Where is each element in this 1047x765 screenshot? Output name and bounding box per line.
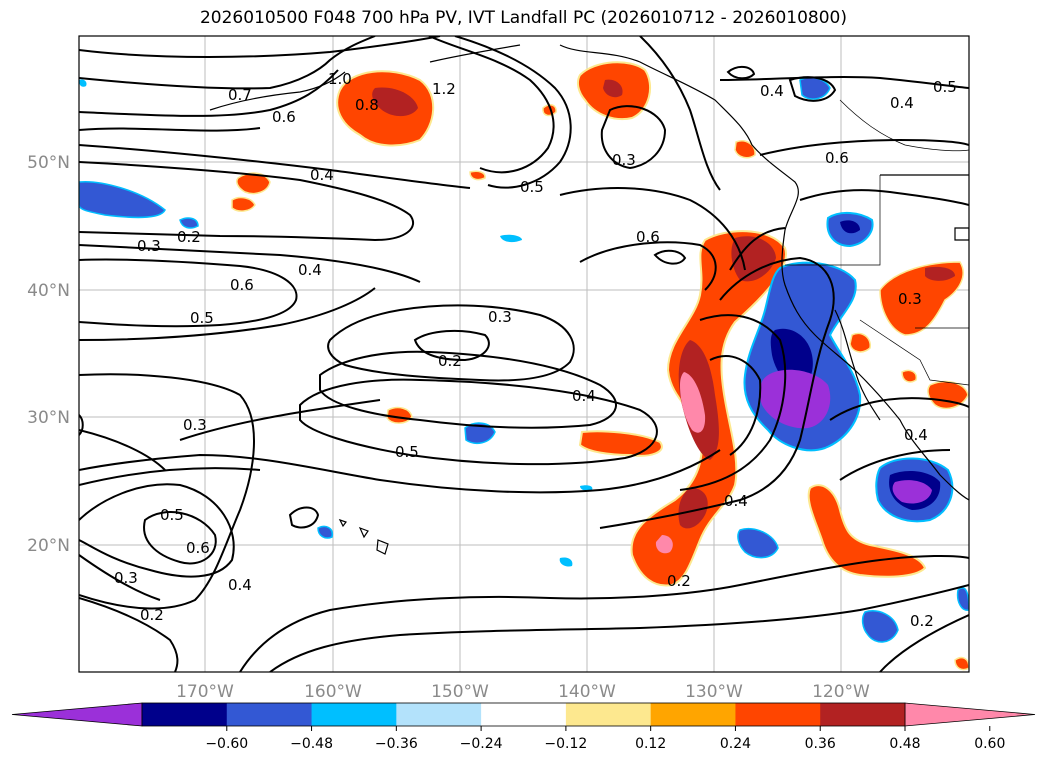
colorbar-tick-label: −0.60 bbox=[205, 736, 248, 752]
contour-label: 0.6 bbox=[186, 539, 210, 557]
colorbar-tick-label: −0.48 bbox=[290, 736, 333, 752]
lon-label-120w: 120°W bbox=[812, 682, 870, 702]
contour-label: 0.5 bbox=[520, 178, 544, 196]
contour-label: 0.5 bbox=[933, 78, 957, 96]
contour-label: 0.6 bbox=[230, 276, 254, 294]
contour-label: 0.4 bbox=[904, 426, 928, 444]
contour-label: 0.2 bbox=[438, 352, 462, 370]
colorbar-bin bbox=[142, 703, 228, 726]
contour-label: 0.2 bbox=[177, 228, 201, 246]
contour-label: 0.6 bbox=[636, 228, 660, 246]
colorbar-tick-label: −0.24 bbox=[460, 736, 503, 752]
lon-label-140w: 140°W bbox=[558, 682, 616, 702]
colorbar-bin bbox=[820, 703, 906, 726]
map-title: 2026010500 F048 700 hPa PV, IVT Landfall… bbox=[199, 8, 847, 28]
contour-label: 1.0 bbox=[328, 70, 352, 88]
pv-contours bbox=[79, 36, 969, 672]
contour-label: 0.4 bbox=[298, 261, 322, 279]
lon-label-150w: 150°W bbox=[431, 682, 489, 702]
colorbar-tick-label: 0.48 bbox=[889, 736, 920, 752]
colorbar-extend-min bbox=[11, 702, 143, 727]
colorbar-tick-label: 0.24 bbox=[720, 736, 751, 752]
colorbar-bin bbox=[481, 703, 567, 726]
longitude-labels: 170°W 160°W 150°W 140°W 130°W 120°W bbox=[176, 682, 870, 702]
positive-shading bbox=[231, 61, 969, 671]
colorbar-outline bbox=[141, 702, 906, 727]
contour-label: 0.3 bbox=[137, 237, 161, 255]
colorbar-bin bbox=[650, 703, 736, 726]
contour-label: 0.5 bbox=[160, 506, 184, 524]
colorbar-tick-label: 0.60 bbox=[974, 736, 1005, 752]
contour-label: 0.4 bbox=[572, 387, 596, 405]
colorbar-tick-label: −0.36 bbox=[375, 736, 418, 752]
colorbar-bin bbox=[226, 703, 313, 726]
contour-label: 0.5 bbox=[395, 443, 419, 461]
contour-label: 0.2 bbox=[910, 612, 934, 630]
contour-label: 0.5 bbox=[190, 309, 214, 327]
lon-label-130w: 130°W bbox=[685, 682, 743, 702]
contour-label: 0.3 bbox=[114, 569, 138, 587]
contour-label: 0.4 bbox=[228, 576, 252, 594]
colorbar-tick-label: 0.12 bbox=[635, 736, 666, 752]
lon-label-160w: 160°W bbox=[304, 682, 362, 702]
lon-label-170w: 170°W bbox=[176, 682, 234, 702]
colorbar-bin bbox=[735, 703, 821, 726]
colorbar: −0.60 −0.48 −0.36 −0.24 −0.12 0.12 0.24 0.36 0.4… bbox=[11, 702, 1036, 752]
contour-label: 0.3 bbox=[612, 151, 636, 169]
contour-label: 0.2 bbox=[140, 606, 164, 624]
contour-label: 0.8 bbox=[355, 96, 379, 114]
colorbar-bin bbox=[565, 703, 652, 726]
contour-label: 0.3 bbox=[488, 308, 512, 326]
lat-label-50n: 50°N bbox=[27, 153, 70, 173]
map-frame bbox=[78, 35, 970, 673]
latitude-labels: 50°N 40°N 30°N 20°N bbox=[27, 153, 70, 556]
colorbar-bin bbox=[396, 703, 482, 726]
colorbar-tick-label: 0.36 bbox=[805, 736, 836, 752]
colorbar-tick-label: −0.12 bbox=[544, 736, 587, 752]
contour-label: 0.4 bbox=[310, 166, 334, 184]
lat-label-20n: 20°N bbox=[27, 536, 70, 556]
contour-label: 0.4 bbox=[724, 492, 748, 510]
colorbar-bin bbox=[311, 703, 397, 726]
contour-label: 0.2 bbox=[667, 572, 691, 590]
contour-label: 0.6 bbox=[272, 108, 296, 126]
contour-labels: 0.7 0.6 1.0 0.8 1.2 0.4 0.5 0.3 0.4 0.5 … bbox=[114, 70, 957, 630]
contour-label: 0.3 bbox=[183, 416, 207, 434]
contour-label: 0.4 bbox=[890, 94, 914, 112]
contour-label: 0.4 bbox=[760, 82, 784, 100]
colorbar-extend-max bbox=[904, 702, 1036, 727]
lat-label-40n: 40°N bbox=[27, 281, 70, 301]
lat-label-30n: 30°N bbox=[27, 408, 70, 428]
contour-label: 0.7 bbox=[228, 86, 252, 104]
contour-label: 0.3 bbox=[898, 290, 922, 308]
contour-label: 0.6 bbox=[825, 149, 849, 167]
contour-label: 1.2 bbox=[432, 80, 456, 98]
